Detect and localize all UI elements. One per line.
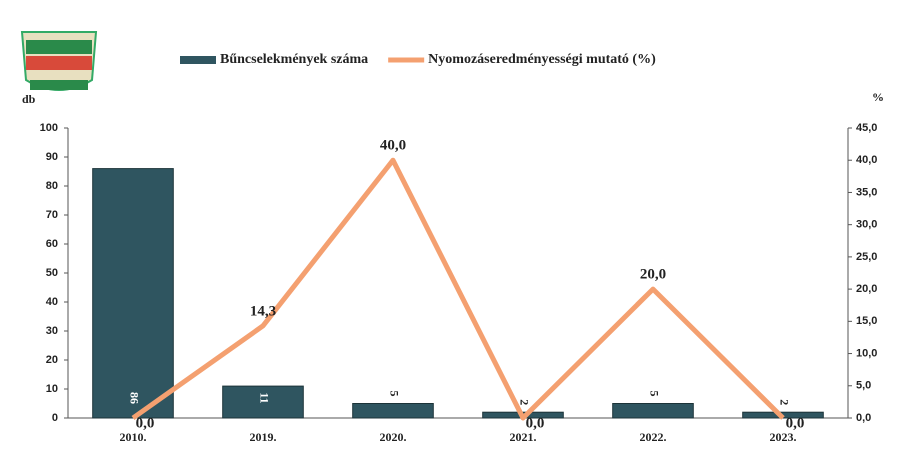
y-tick-label: 30: [46, 325, 58, 337]
y-tick-label: 70: [46, 209, 58, 221]
line-value-label: 0,0: [526, 415, 545, 431]
y-tick-label: 10: [46, 383, 58, 395]
y2-axis-label: %: [872, 90, 884, 104]
bar-value-label: 2: [777, 399, 791, 405]
bar: [352, 403, 434, 419]
bar: [92, 168, 174, 419]
x-tick-label: 2019.: [250, 430, 277, 444]
y-tick-label: 20: [46, 354, 58, 366]
y2-tick-label: 0,0: [856, 412, 871, 424]
line-value-label: 0,0: [136, 415, 155, 431]
line-value-label: 40,0: [380, 138, 406, 154]
y2-tick-label: 15,0: [856, 315, 877, 327]
y2-tick-label: 35,0: [856, 186, 877, 198]
line-value-label: 14,3: [250, 303, 276, 319]
x-tick-label: 2020.: [380, 430, 407, 444]
bar-value-label: 2: [517, 399, 531, 405]
y2-tick-label: 25,0: [856, 251, 877, 263]
legend-label: Nyomozáseredményességi mutató (%): [428, 52, 656, 67]
line-value-label: 20,0: [640, 267, 666, 283]
line-value-label: 0,0: [786, 415, 805, 431]
bar-value-label: 5: [647, 391, 661, 397]
y-tick-label: 0: [52, 412, 58, 424]
y2-tick-label: 20,0: [856, 283, 877, 295]
legend-swatch: [180, 56, 216, 64]
y2-tick-label: 45,0: [856, 122, 877, 134]
x-tick-label: 2022.: [640, 430, 667, 444]
y-tick-label: 60: [46, 238, 58, 250]
x-tick-label: 2023.: [770, 430, 797, 444]
x-tick-label: 2021.: [510, 430, 537, 444]
line: [131, 157, 785, 421]
bar: [222, 385, 304, 419]
legend-label: Bűncselekmények száma: [220, 52, 368, 67]
y2-tick-label: 40,0: [856, 154, 877, 166]
x-tick-label: 2010.: [120, 430, 147, 444]
y2-tick-label: 30,0: [856, 219, 877, 231]
y-axis-label: db: [22, 92, 36, 106]
bar: [612, 403, 694, 419]
y-tick-label: 50: [46, 267, 58, 279]
y-tick-label: 100: [40, 122, 58, 134]
y-tick-label: 40: [46, 296, 58, 308]
bar-value-label: 11: [257, 392, 271, 403]
y2-tick-label: 5,0: [856, 380, 871, 392]
bar-value-label: 86: [127, 392, 141, 404]
y-tick-label: 80: [46, 180, 58, 192]
logo: [20, 31, 98, 91]
y2-tick-label: 10,0: [856, 347, 877, 359]
bar-value-label: 5: [387, 391, 401, 397]
y-tick-label: 90: [46, 151, 58, 163]
